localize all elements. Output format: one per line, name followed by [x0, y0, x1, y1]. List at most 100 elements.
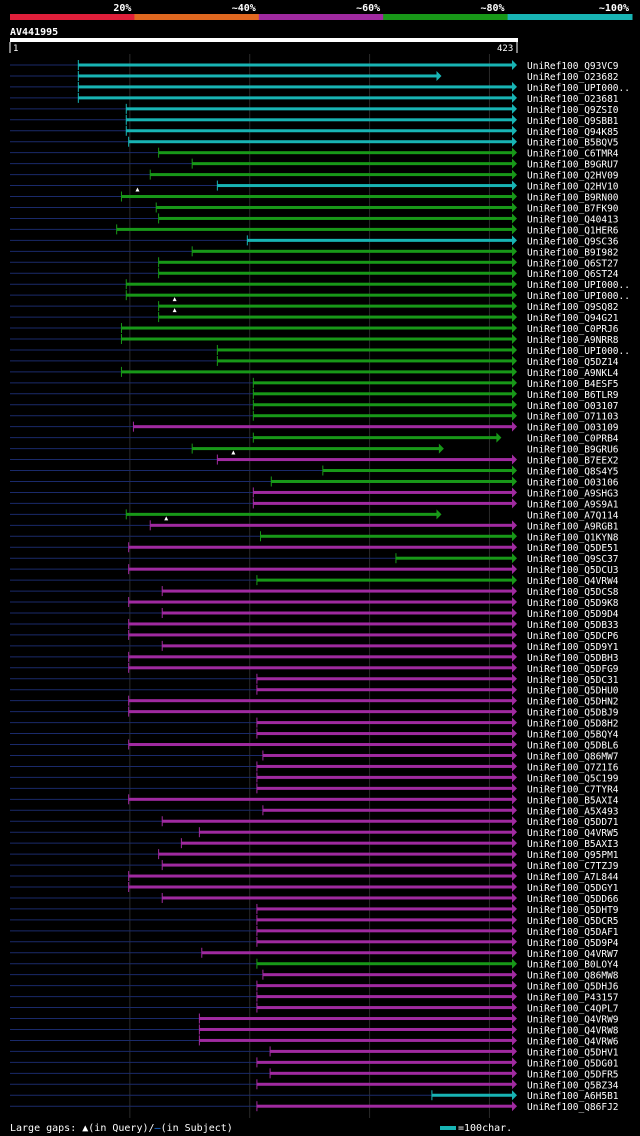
hit-label[interactable]: UniRef100_Q4VRW8: [527, 1025, 619, 1036]
hit-bar[interactable]: [158, 271, 513, 275]
hit-bar[interactable]: [431, 1093, 513, 1097]
hit-bar[interactable]: [162, 589, 514, 593]
hit-label[interactable]: UniRef100_C0PRB4: [527, 434, 619, 445]
hit-bar[interactable]: [128, 622, 513, 626]
hit-label[interactable]: UniRef100_UPI000..: [527, 280, 630, 291]
hit-label[interactable]: UniRef100_Q86MW8: [527, 971, 619, 982]
hit-bar[interactable]: [126, 118, 513, 122]
hit-bar[interactable]: [162, 896, 514, 900]
hit-label[interactable]: UniRef100_B7FK90: [527, 203, 619, 214]
hit-bar[interactable]: [262, 808, 513, 812]
hit-row[interactable]: UniRef100_B5BQV5: [10, 136, 619, 149]
hit-row[interactable]: UniRef100_B4ESF5: [10, 377, 619, 390]
hit-row[interactable]: UniRef100_O03109: [10, 421, 619, 434]
hit-bar[interactable]: [116, 227, 513, 231]
hit-bar[interactable]: [121, 337, 514, 341]
hit-row[interactable]: UniRef100_A9S9A1: [10, 498, 619, 510]
hit-label[interactable]: UniRef100_Q6ST27: [527, 258, 619, 269]
hit-bar[interactable]: [162, 863, 514, 867]
hit-row[interactable]: UniRef100_Q95PM1: [10, 849, 619, 861]
hit-label[interactable]: UniRef100_Q9ZSI0: [527, 105, 619, 116]
hit-label[interactable]: UniRef100_C0PRJ6: [527, 324, 619, 335]
hit-label[interactable]: UniRef100_Q86MW7: [527, 751, 619, 762]
hit-bar[interactable]: [217, 359, 513, 363]
hit-bar[interactable]: [162, 644, 514, 648]
hit-label[interactable]: UniRef100_B7EEX2: [527, 456, 619, 467]
hit-label[interactable]: UniRef100_Q6ST24: [527, 269, 619, 280]
hit-row[interactable]: UniRef100_Q40413: [10, 213, 619, 225]
hit-row[interactable]: UniRef100_Q94K85: [10, 125, 619, 138]
hit-row[interactable]: UniRef100_O03106: [10, 476, 619, 488]
hit-label[interactable]: UniRef100_Q4VRW6: [527, 1036, 619, 1047]
hit-label[interactable]: UniRef100_Q5DHU0: [527, 686, 619, 697]
hit-row[interactable]: UniRef100_A7Q114: [10, 509, 619, 521]
hit-bar[interactable]: [128, 666, 513, 670]
hit-row[interactable]: UniRef100_Q5DZ14: [10, 355, 619, 368]
hit-bar[interactable]: [256, 721, 513, 725]
hit-bar[interactable]: [201, 951, 513, 955]
hit-label[interactable]: UniRef100_Q5DD66: [527, 894, 619, 905]
hit-row[interactable]: UniRef100_A9NRR8: [10, 334, 619, 346]
hit-row[interactable]: UniRef100_Q5DC31: [10, 673, 619, 686]
hit-row[interactable]: UniRef100_Q9SC37: [10, 553, 619, 565]
hit-bar[interactable]: [256, 786, 513, 790]
hit-label[interactable]: UniRef100_Q5D9D4: [527, 609, 619, 620]
hit-bar[interactable]: [128, 743, 513, 747]
hit-bar[interactable]: [199, 1027, 513, 1031]
hit-bar[interactable]: [158, 151, 513, 155]
hit-bar[interactable]: [322, 469, 513, 473]
hit-bar[interactable]: [158, 260, 513, 264]
hit-row[interactable]: UniRef100_C6TMR4: [10, 147, 619, 160]
hit-bar[interactable]: [395, 556, 513, 560]
hit-label[interactable]: UniRef100_Q5DHT9: [527, 905, 619, 916]
hit-bar[interactable]: [126, 293, 513, 297]
hit-row[interactable]: UniRef100_A7L844: [10, 871, 619, 883]
hit-bar[interactable]: [260, 534, 513, 538]
hit-row[interactable]: UniRef100_Q5DCS8: [10, 586, 619, 598]
hit-label[interactable]: UniRef100_Q2HV10: [527, 182, 619, 193]
hit-row[interactable]: UniRef100_Q6ST24: [10, 268, 619, 280]
hit-row[interactable]: UniRef100_Q5DBJ9: [10, 706, 619, 719]
hit-label[interactable]: UniRef100_Q5DE51: [527, 543, 619, 554]
hit-row[interactable]: UniRef100_B0LOY4: [10, 958, 619, 971]
hit-bar[interactable]: [253, 414, 513, 418]
hit-bar[interactable]: [126, 282, 513, 286]
hit-bar[interactable]: [158, 852, 513, 856]
hit-row[interactable]: UniRef100_Q7Z1I6: [10, 761, 619, 773]
hit-bar[interactable]: [128, 140, 513, 144]
hit-bar[interactable]: [199, 1038, 513, 1042]
hit-row[interactable]: UniRef100_A9RGB1: [10, 516, 619, 532]
hit-row[interactable]: UniRef100_Q4VRW9: [10, 1013, 619, 1026]
hit-row[interactable]: UniRef100_Q5BQY4: [10, 728, 619, 741]
hit-bar[interactable]: [256, 732, 513, 736]
hit-label[interactable]: UniRef100_A9S9A1: [527, 499, 619, 510]
hit-row[interactable]: UniRef100_A9SHG3: [10, 487, 619, 499]
hit-row[interactable]: UniRef100_Q4VRW7: [10, 947, 619, 960]
hit-row[interactable]: UniRef100_Q4VRW4: [10, 575, 619, 587]
hit-row[interactable]: UniRef100_A9NKL4: [10, 366, 619, 379]
hit-row[interactable]: UniRef100_B7FK90: [10, 202, 619, 214]
hit-row[interactable]: UniRef100_Q4VRW8: [10, 1024, 619, 1036]
hit-label[interactable]: UniRef100_UPI000..: [527, 291, 630, 302]
hit-row[interactable]: UniRef100_A6H5B1: [10, 1090, 619, 1102]
hit-bar[interactable]: [78, 85, 513, 89]
hit-bar[interactable]: [126, 107, 513, 111]
hit-bar[interactable]: [128, 797, 513, 801]
hit-row[interactable]: UniRef100_Q94G21: [10, 308, 619, 324]
hit-row[interactable]: UniRef100_B6TLR9: [10, 388, 619, 401]
hit-label[interactable]: UniRef100_O71103: [527, 412, 619, 423]
hit-bar[interactable]: [128, 874, 513, 878]
hit-bar[interactable]: [217, 458, 513, 462]
hit-label[interactable]: UniRef100_A6H5B1: [527, 1091, 619, 1102]
hit-label[interactable]: UniRef100_B6TLR9: [527, 390, 619, 401]
hit-row[interactable]: UniRef100_B5AXI3: [10, 838, 619, 850]
hit-label[interactable]: UniRef100_A9RGB1: [527, 521, 619, 532]
hit-row[interactable]: UniRef100_Q5D9K8: [10, 597, 619, 609]
hit-row[interactable]: UniRef100_O23681: [10, 92, 619, 105]
hit-bar[interactable]: [192, 249, 514, 253]
hit-row[interactable]: UniRef100_UPI000..: [10, 81, 630, 94]
hit-label[interactable]: UniRef100_Q4VRW9: [527, 1015, 619, 1026]
hit-bar[interactable]: [270, 1049, 513, 1053]
hit-label[interactable]: UniRef100_Q5DHV1: [527, 1047, 619, 1058]
hit-bar[interactable]: [256, 1104, 513, 1108]
